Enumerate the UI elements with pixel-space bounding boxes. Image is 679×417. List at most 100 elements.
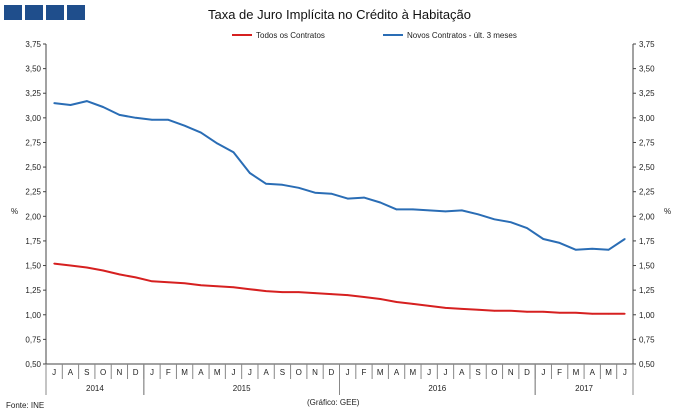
data-point-todos bbox=[363, 296, 365, 298]
y-tick-label-right: 0,50 bbox=[639, 360, 655, 369]
data-point-todos bbox=[444, 307, 447, 309]
data-point-novos bbox=[379, 201, 382, 204]
legend-label-novos: Novos Contratos - últ. 3 meses bbox=[407, 31, 517, 40]
data-point-novos bbox=[575, 248, 577, 251]
data-point-novos bbox=[85, 100, 88, 102]
data-point-todos bbox=[575, 312, 577, 314]
y-tick-label-left: 2,50 bbox=[25, 163, 41, 172]
y-tick-label-left: 1,00 bbox=[25, 311, 41, 320]
month-label: A bbox=[590, 368, 596, 377]
data-point-novos bbox=[444, 210, 447, 213]
month-label: F bbox=[557, 368, 562, 377]
y-tick-label-left: 1,75 bbox=[25, 237, 41, 246]
data-point-novos bbox=[134, 117, 137, 119]
logo-block bbox=[4, 5, 22, 20]
data-point-todos bbox=[591, 312, 594, 315]
month-label: J bbox=[232, 368, 236, 377]
y-tick-label-left: 1,50 bbox=[25, 262, 41, 271]
y-tick-label-left: 3,00 bbox=[25, 114, 41, 123]
data-point-todos bbox=[167, 281, 170, 284]
data-point-novos bbox=[102, 106, 104, 108]
series-line-novos bbox=[54, 100, 626, 251]
y-axis-label-right: % bbox=[664, 207, 671, 216]
y-tick-label-left: 1,25 bbox=[25, 286, 41, 295]
data-point-novos bbox=[477, 213, 479, 216]
data-point-novos bbox=[69, 104, 72, 106]
data-point-todos bbox=[395, 301, 398, 303]
data-point-todos bbox=[265, 290, 267, 292]
data-point-novos bbox=[363, 196, 365, 199]
year-label: 2014 bbox=[86, 384, 104, 393]
year-label: 2016 bbox=[428, 384, 446, 393]
data-point-novos bbox=[542, 238, 545, 240]
logo-block bbox=[67, 5, 85, 20]
month-label: S bbox=[84, 368, 89, 377]
source-note: Fonte: INE bbox=[6, 401, 45, 410]
y-tick-label-right: 2,75 bbox=[639, 138, 655, 147]
data-point-todos bbox=[118, 273, 121, 276]
month-label: O bbox=[100, 368, 106, 377]
month-label: N bbox=[508, 368, 514, 377]
data-point-novos bbox=[167, 119, 170, 121]
y-tick-label-left: 3,25 bbox=[25, 89, 41, 98]
month-label: N bbox=[312, 368, 318, 377]
data-point-novos bbox=[281, 184, 284, 186]
data-point-todos bbox=[183, 282, 186, 285]
y-tick-label-right: 1,25 bbox=[639, 286, 655, 295]
month-label: J bbox=[346, 368, 350, 377]
y-axis-label-left: % bbox=[11, 207, 18, 216]
y-tick-label-left: 0,50 bbox=[25, 360, 41, 369]
data-point-novos bbox=[460, 209, 463, 212]
data-point-novos bbox=[346, 197, 349, 200]
y-tick-label-right: 3,50 bbox=[639, 65, 655, 74]
y-tick-label-right: 1,75 bbox=[639, 237, 655, 246]
y-tick-label-left: 2,00 bbox=[25, 212, 41, 221]
chart-title: Taxa de Juro Implícita no Crédito à Habi… bbox=[207, 7, 472, 22]
data-point-todos bbox=[607, 312, 610, 315]
month-label: F bbox=[166, 368, 171, 377]
data-point-novos bbox=[493, 218, 496, 221]
month-label: J bbox=[248, 368, 252, 377]
month-label: O bbox=[491, 368, 497, 377]
month-label: S bbox=[280, 368, 285, 377]
y-tick-label-right: 1,00 bbox=[639, 311, 655, 320]
month-label: N bbox=[116, 368, 122, 377]
month-label: S bbox=[475, 368, 480, 377]
data-point-todos bbox=[151, 280, 153, 283]
logo-block bbox=[46, 5, 64, 20]
month-label: O bbox=[296, 368, 302, 377]
chart-credit: (Gráfico: GEE) bbox=[307, 398, 360, 407]
data-point-todos bbox=[297, 291, 300, 293]
month-label: A bbox=[198, 368, 204, 377]
data-point-novos bbox=[591, 248, 594, 250]
data-point-novos bbox=[118, 114, 121, 116]
month-label: J bbox=[541, 368, 545, 377]
data-point-novos bbox=[558, 242, 561, 244]
data-point-novos bbox=[314, 191, 316, 194]
month-label: J bbox=[443, 368, 447, 377]
data-point-todos bbox=[330, 293, 333, 295]
data-point-todos bbox=[200, 284, 202, 287]
month-label: D bbox=[133, 368, 139, 377]
y-tick-label-right: 1,50 bbox=[639, 262, 655, 271]
legend: Todos os Contratos Novos Contratos - últ… bbox=[232, 31, 517, 40]
data-point-novos bbox=[249, 172, 251, 174]
year-label: 2015 bbox=[233, 384, 251, 393]
data-point-novos bbox=[330, 192, 333, 195]
y-tick-label-right: 2,50 bbox=[639, 163, 655, 172]
data-point-novos bbox=[183, 124, 186, 127]
month-label: F bbox=[362, 368, 367, 377]
data-point-todos bbox=[493, 310, 496, 312]
month-label: M bbox=[410, 368, 417, 377]
data-point-todos bbox=[460, 308, 463, 310]
month-label: A bbox=[394, 368, 400, 377]
y-tick-label-left: 2,25 bbox=[25, 188, 41, 197]
month-label: D bbox=[328, 368, 334, 377]
month-label: J bbox=[427, 368, 431, 377]
data-point-todos bbox=[509, 310, 512, 312]
data-point-novos bbox=[200, 131, 202, 134]
series-line-todos bbox=[54, 262, 625, 315]
logo-block bbox=[25, 5, 43, 20]
data-point-todos bbox=[314, 292, 316, 294]
data-point-todos bbox=[379, 298, 382, 300]
